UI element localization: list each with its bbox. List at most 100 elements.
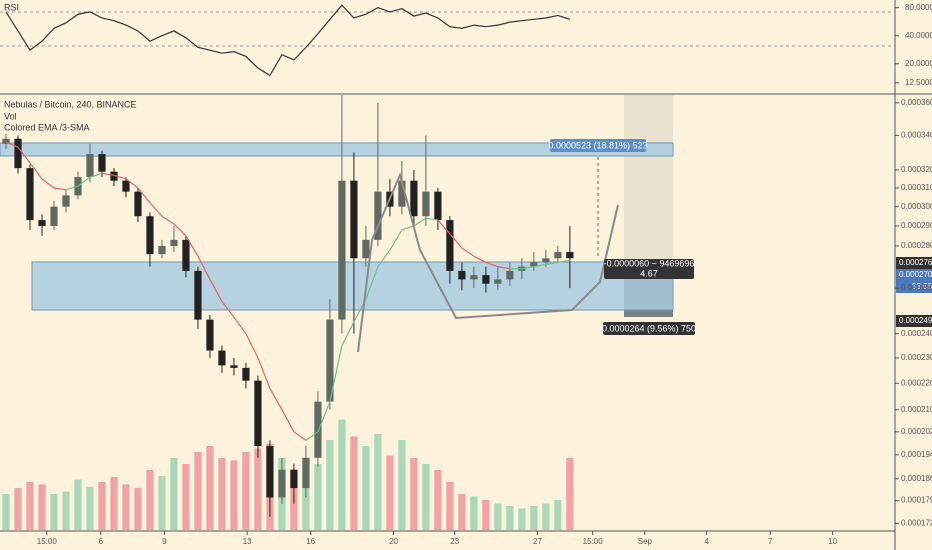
ema-segment bbox=[425, 217, 438, 221]
volume-bar bbox=[542, 503, 550, 530]
ema-segment bbox=[149, 202, 163, 217]
ema-segment bbox=[281, 409, 295, 433]
ema-segment bbox=[473, 255, 487, 263]
x-tick-label: 15:00 bbox=[37, 537, 58, 546]
volume-bar bbox=[134, 488, 142, 530]
ema-segment bbox=[437, 219, 451, 235]
resistance-zone bbox=[0, 142, 674, 157]
candle-body bbox=[350, 180, 358, 259]
volume-bar bbox=[470, 496, 478, 530]
volume-bar bbox=[386, 455, 394, 530]
annotation-text: 0.0000264 (9.56%) 750 bbox=[602, 323, 696, 333]
volume-bar bbox=[110, 477, 118, 530]
support-zone bbox=[31, 261, 674, 311]
volume-bar bbox=[410, 458, 418, 530]
candle-body bbox=[362, 239, 370, 259]
candle-body bbox=[434, 191, 442, 221]
volume-bar bbox=[86, 486, 94, 530]
price-label: 0.0002701 bbox=[899, 270, 932, 279]
volume-bar bbox=[38, 484, 46, 530]
ema-segment bbox=[557, 259, 570, 264]
volume-bar bbox=[398, 440, 406, 530]
volume-bar bbox=[2, 494, 10, 530]
volume-bar bbox=[446, 482, 454, 530]
candle-body bbox=[470, 275, 478, 280]
ema-segment bbox=[89, 172, 103, 178]
ema-segment bbox=[461, 247, 475, 257]
y-tick-label: 0.0003600 bbox=[901, 98, 932, 107]
candle-body bbox=[266, 446, 274, 498]
rsi-tick-label: 40.0000 bbox=[905, 31, 932, 40]
candle-body bbox=[98, 154, 106, 172]
volume-label: Vol bbox=[4, 111, 17, 121]
volume-bar bbox=[170, 458, 178, 530]
x-tick-label: 7 bbox=[768, 537, 773, 546]
candle-body bbox=[530, 262, 538, 267]
ema-segment bbox=[17, 146, 31, 164]
x-tick-label: Sep bbox=[638, 537, 653, 546]
ema-segment bbox=[329, 345, 343, 402]
candle-body bbox=[218, 350, 226, 366]
volume-bar bbox=[326, 440, 334, 530]
volume-bar bbox=[554, 500, 562, 530]
candle-body bbox=[338, 180, 346, 320]
ema-segment bbox=[233, 316, 247, 335]
ema-segment bbox=[137, 187, 151, 204]
ema-segment bbox=[269, 388, 283, 410]
volume-bar bbox=[146, 470, 154, 530]
price-label-box bbox=[896, 257, 932, 269]
ema-segment bbox=[341, 321, 355, 346]
candle-body bbox=[26, 168, 34, 221]
y-tick-label: 0.0001860 bbox=[901, 474, 932, 483]
candle-body bbox=[458, 270, 466, 280]
x-tick-label: 16 bbox=[306, 537, 315, 546]
y-tick-label: 0.0001720 bbox=[901, 518, 932, 527]
ema-segment bbox=[377, 249, 391, 267]
candle-body bbox=[290, 469, 298, 489]
rsi-tick-label: 12.5000 bbox=[905, 78, 932, 87]
candle-body bbox=[110, 171, 118, 181]
candle-body bbox=[206, 319, 214, 351]
volume-bar bbox=[206, 446, 214, 530]
ema-segment bbox=[257, 357, 271, 389]
x-tick-label: 23 bbox=[450, 537, 459, 546]
volume-bar bbox=[566, 458, 574, 530]
x-tick-label: 4 bbox=[704, 537, 709, 546]
x-tick-label: 6 bbox=[99, 537, 104, 546]
candle-body bbox=[230, 365, 238, 368]
candle-body bbox=[542, 258, 550, 263]
ema-segment bbox=[317, 401, 331, 433]
volume-bar bbox=[98, 482, 106, 530]
ema-segment bbox=[53, 187, 67, 191]
ema-segment bbox=[401, 225, 415, 231]
ema-segment bbox=[29, 162, 43, 180]
indicator-label: Colored EMA /3-SMA bbox=[4, 122, 90, 132]
y-tick-label: 0.0001790 bbox=[901, 496, 932, 505]
price-label-box bbox=[896, 269, 932, 293]
candle-body bbox=[50, 206, 58, 226]
candle-body bbox=[482, 275, 490, 284]
annotation-text: 0.0000523 (18.81%) 523 bbox=[548, 140, 647, 150]
volume-bar bbox=[242, 452, 250, 530]
volume-bar bbox=[374, 434, 382, 530]
x-tick-label: 10 bbox=[828, 537, 837, 546]
y-tick-label: 0.0003000 bbox=[901, 202, 932, 211]
annotation-box bbox=[603, 322, 695, 335]
volume-bar bbox=[26, 482, 34, 530]
ema-segment bbox=[125, 178, 139, 189]
ema-segment bbox=[521, 266, 534, 270]
ema-segment bbox=[221, 301, 235, 318]
volume-bar bbox=[338, 419, 346, 530]
x-tick-label: 20 bbox=[389, 537, 398, 546]
rsi-tick-label: 80.0000 bbox=[905, 3, 932, 12]
x-tick-label: 9 bbox=[162, 537, 167, 546]
ema-segment bbox=[209, 279, 223, 302]
candle-body bbox=[122, 180, 130, 192]
candle-body bbox=[38, 220, 46, 226]
ema-segment bbox=[173, 223, 187, 237]
candle-body bbox=[566, 252, 574, 259]
y-tick-label: 0.0003400 bbox=[901, 131, 932, 140]
x-tick-label: 27 bbox=[533, 537, 542, 546]
countdown: 53:55 bbox=[912, 282, 932, 291]
